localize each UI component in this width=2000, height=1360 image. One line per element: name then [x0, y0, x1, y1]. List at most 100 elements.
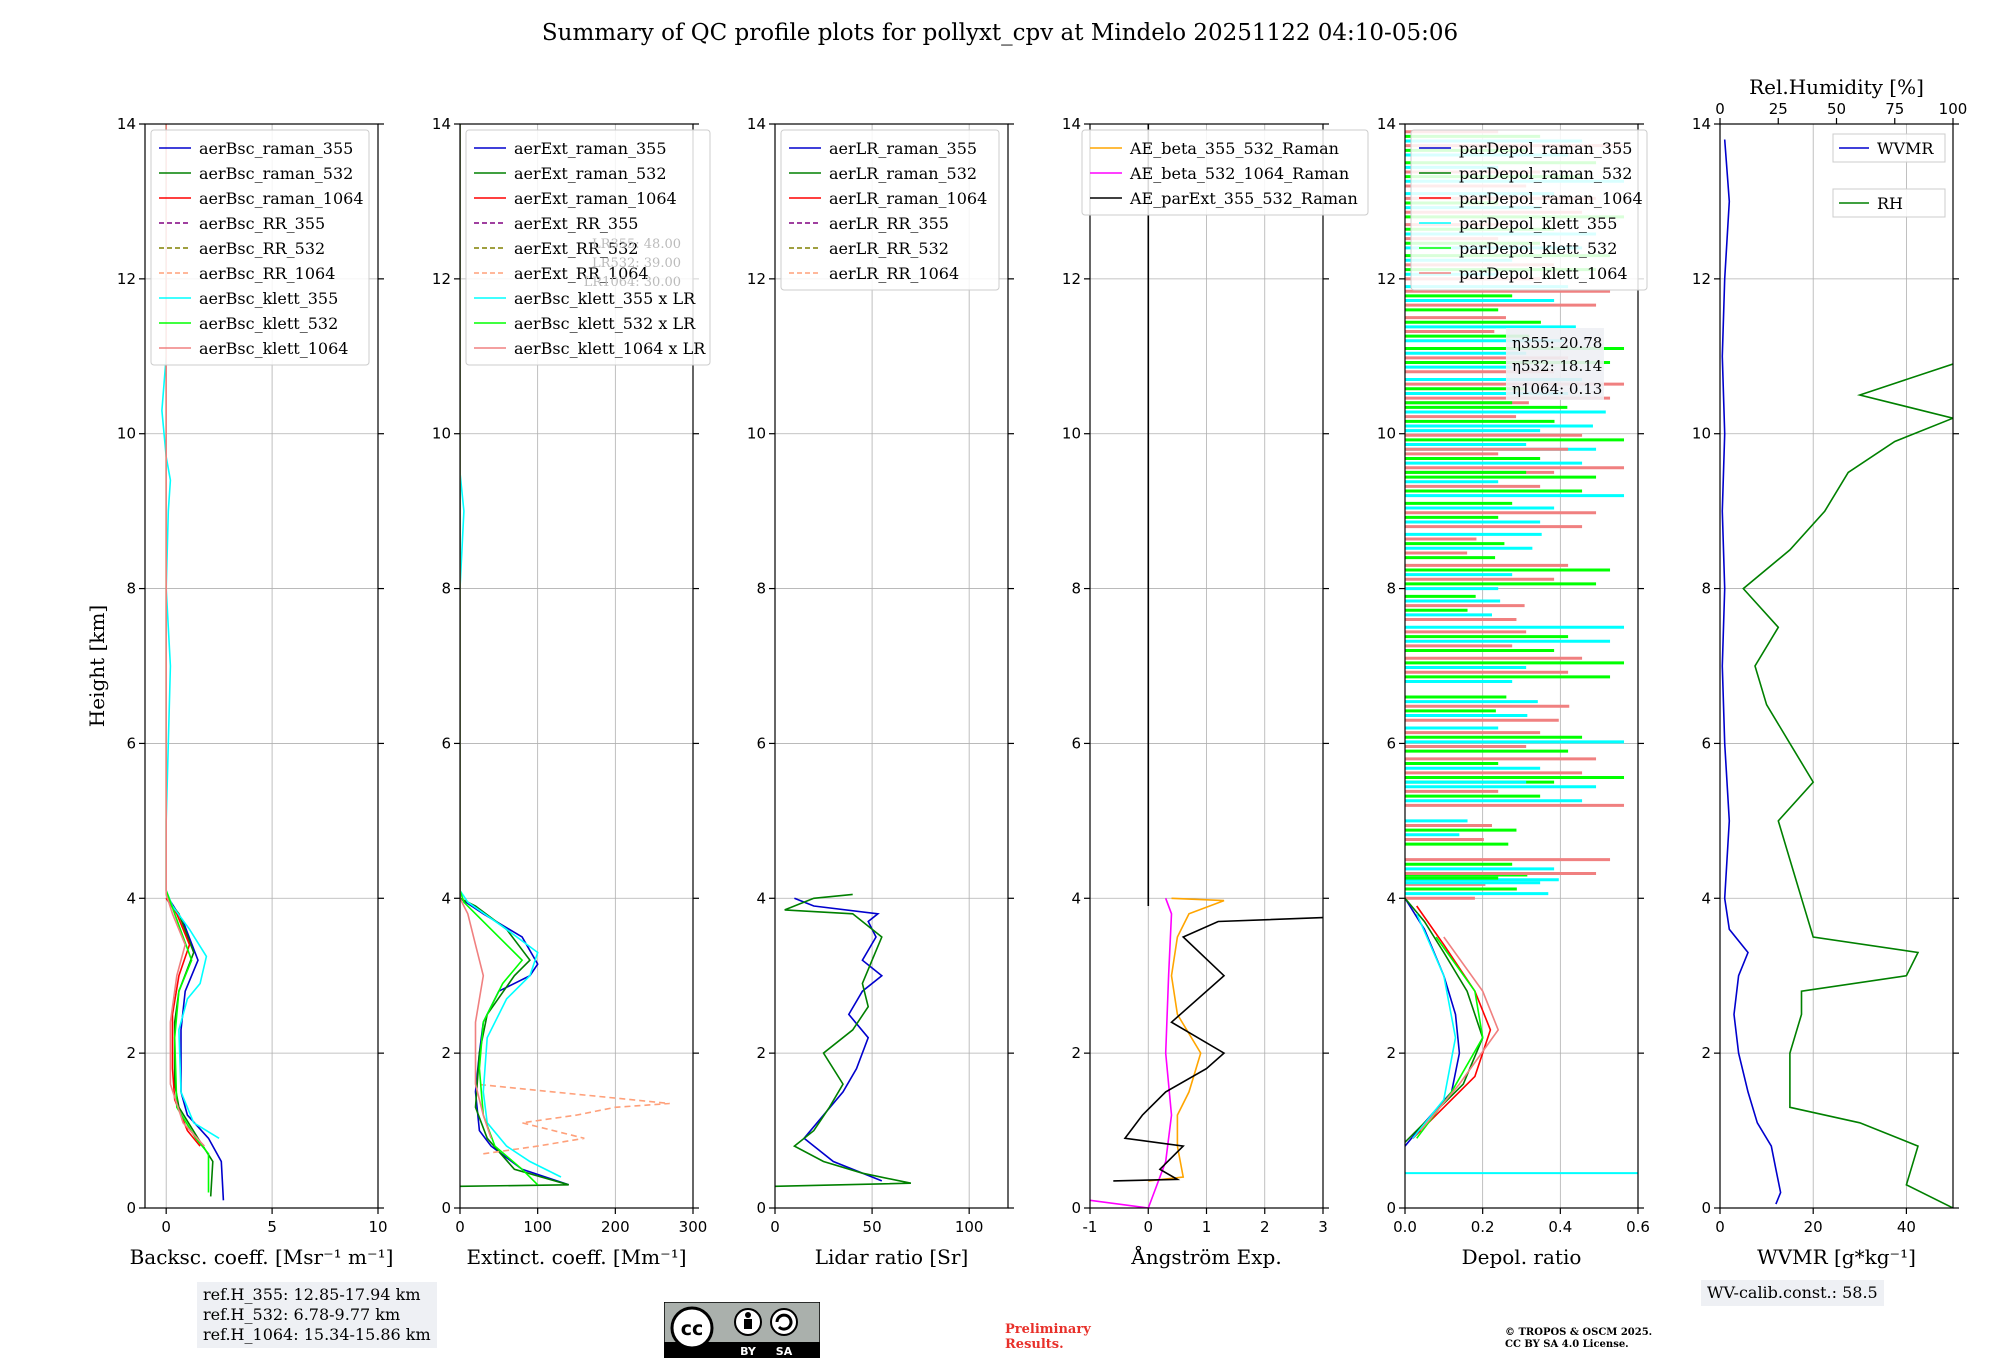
y-tick-label: 2: [1071, 1044, 1081, 1062]
legend-label: aerBsc_RR_355: [199, 214, 325, 233]
legend-label: AE_beta_355_532_Raman: [1129, 139, 1339, 158]
series-line-RH: [1742, 363, 1953, 1208]
x-tick-label: 40: [1897, 1218, 1916, 1236]
x-tick-label: 100: [955, 1218, 984, 1236]
series-line-aerLR_raman_355: [794, 897, 884, 1182]
creative-commons-by-sa-logo: cc BY SA: [664, 1302, 820, 1358]
y-tick-label: 12: [1062, 270, 1081, 288]
y-tick-label: 0: [756, 1199, 766, 1217]
plot-area-wv: [1721, 139, 1953, 1208]
axes-frame: [774, 123, 1009, 1209]
legend-box: [1081, 129, 1369, 216]
legend-label: aerBsc_klett_1064 x LR: [514, 339, 706, 358]
y-tick-label: 0: [441, 1199, 451, 1217]
series-line-AE_beta_532_1064_Raman: [1090, 898, 1173, 1208]
legend-box: [150, 129, 370, 366]
copyright-note: © TROPOS & OSCM 2025. CC BY SA 4.0 Licen…: [1505, 1327, 1652, 1351]
x2-tick-label: 25: [1769, 100, 1788, 118]
y-tick-label: 6: [1071, 734, 1081, 752]
series-line-aerBsc_klett_355 x LR: [460, 124, 562, 1178]
eta-label: η532: 18.14: [1512, 357, 1602, 375]
x-axis-label: Extinct. coeff. [Mm⁻¹]: [466, 1245, 686, 1269]
legend-label: aerBsc_raman_1064: [199, 189, 364, 208]
legend-label: aerExt_RR_532: [514, 239, 638, 258]
y-tick-label: 8: [756, 580, 766, 598]
x-tick-label: -1: [1083, 1218, 1098, 1236]
y-tick-label: 10: [747, 425, 766, 443]
plot-area-lr: [775, 893, 912, 1188]
x-tick-label: 0: [161, 1218, 171, 1236]
lr-label: LR355: 48.00: [592, 237, 681, 252]
y-tick-label: 6: [756, 734, 766, 752]
y-tick-label: 14: [1692, 115, 1711, 133]
panel-bsc: 0 2 4 6 8 10 12 14 0 5 10 Backsc. coeff. [Msr⁻¹ m⁻¹…: [85, 115, 393, 1269]
x-axis-label: Ångström Exp.: [1130, 1244, 1281, 1269]
x-tick-label: 2: [1260, 1218, 1270, 1236]
y-tick-label: 8: [1386, 580, 1396, 598]
legend-label: aerLR_raman_1064: [829, 189, 987, 208]
legend-label: aerBsc_klett_532: [199, 314, 338, 333]
y-tick-label: 10: [1062, 425, 1081, 443]
y-tick-label: 14: [1377, 115, 1396, 133]
series-line-aerExt_RR_1064: [475, 1083, 670, 1155]
y-tick-label: 0: [126, 1199, 136, 1217]
x2-tick-label: 50: [1827, 100, 1846, 118]
x-tick-label: 0.0: [1393, 1218, 1417, 1236]
y-tick-label: 12: [117, 270, 136, 288]
y-tick-label: 10: [117, 425, 136, 443]
series-line-aerBsc_klett_1064 x LR: [460, 124, 492, 1139]
legend-label: aerBsc_raman_532: [199, 164, 353, 183]
eta-label: η355: 20.78: [1512, 334, 1602, 352]
y-tick-label: 4: [1386, 889, 1396, 907]
series-line-WVMR: [1721, 139, 1782, 1205]
y-tick-label: 14: [117, 115, 136, 133]
legend-box: [1410, 129, 1648, 291]
y-tick-label: 10: [1377, 425, 1396, 443]
series-line-aerBsc_raman_1064: [165, 897, 201, 1147]
y-tick-label: 12: [747, 270, 766, 288]
x-tick-label: 100: [523, 1218, 552, 1236]
x-tick-label: 0: [1143, 1218, 1153, 1236]
x2-tick-label: 75: [1885, 100, 1904, 118]
y-tick-label: 4: [1071, 889, 1081, 907]
legend-label: AE_parExt_355_532_Raman: [1129, 189, 1358, 208]
legend-label: aerBsc_klett_355 x LR: [514, 289, 696, 308]
ref-height-532: ref.H_532: 6.78-9.77 km: [203, 1305, 401, 1324]
y-tick-label: 4: [756, 889, 766, 907]
x-axis-label: WVMR [g*kg⁻¹]: [1757, 1245, 1916, 1269]
x-tick-label: 0.4: [1548, 1218, 1572, 1236]
legend-box: [465, 129, 711, 366]
legend-box: [780, 129, 1000, 291]
y-tick-label: 8: [126, 580, 136, 598]
wv-calib-box: WV-calib.const.: 58.5: [1701, 1280, 1884, 1306]
ref-height-355: ref.H_355: 12.85-17.94 km: [203, 1285, 421, 1304]
ref-heights-box: ref.H_355: 12.85-17.94 km ref.H_532: 6.7…: [197, 1282, 437, 1348]
legend-label: aerExt_raman_355: [514, 139, 667, 158]
plot-area-bsc: [161, 124, 225, 1201]
legend-label: parDepol_klett_355: [1459, 214, 1617, 233]
y-tick-label: 0: [1701, 1199, 1711, 1217]
x2-tick-label: 0: [1715, 100, 1725, 118]
legend-label: aerExt_raman_1064: [514, 189, 677, 208]
legend-label: aerLR_RR_532: [829, 239, 949, 258]
cc-sa-label: SA: [776, 1345, 793, 1358]
x-tick-label: 10: [368, 1218, 387, 1236]
x-tick-label: 200: [601, 1218, 630, 1236]
x2-axis-label: Rel.Humidity [%]: [1749, 75, 1924, 99]
series-line-parDepol_klett_532: [1416, 936, 1484, 1139]
lr-label: LR532: 39.00: [592, 256, 681, 271]
x-tick-label: 3: [1318, 1218, 1328, 1236]
series-line-parDepol_klett_1064: [1419, 936, 1500, 1132]
x-tick-label: 0: [1715, 1218, 1725, 1236]
legend-label: aerExt_raman_532: [514, 164, 667, 183]
axes-frame: [1404, 123, 1639, 1209]
legend-label: parDepol_klett_1064: [1459, 264, 1628, 283]
legend-label: aerBsc_RR_1064: [199, 264, 335, 283]
x-tick-label: 1: [1202, 1218, 1212, 1236]
x-tick-label: 300: [679, 1218, 708, 1236]
y-tick-label: 4: [441, 889, 451, 907]
ref-height-1064: ref.H_1064: 15.34-15.86 km: [203, 1325, 431, 1344]
x-tick-label: 0.2: [1471, 1218, 1495, 1236]
series-line-aerBsc_klett_1064: [165, 124, 205, 1147]
y-tick-label: 4: [1701, 889, 1711, 907]
